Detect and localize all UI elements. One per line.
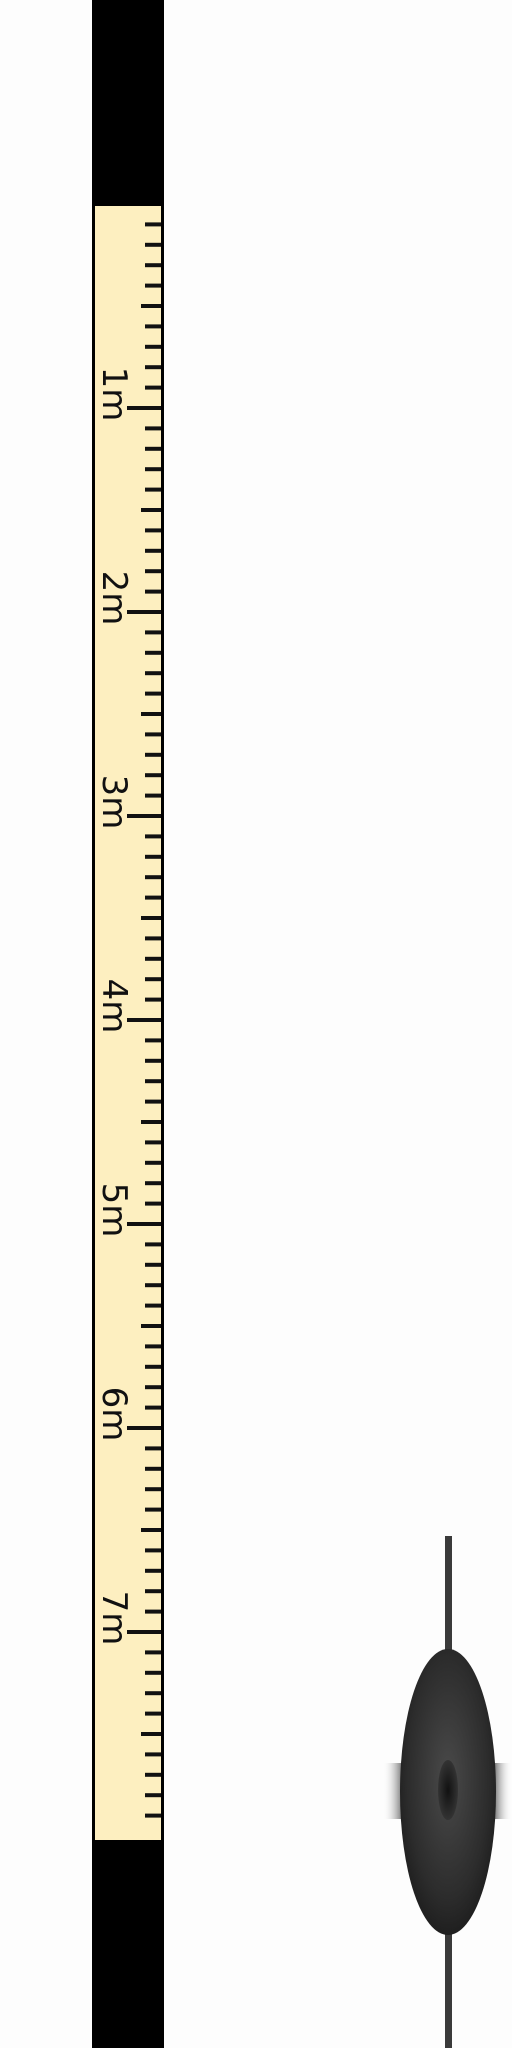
- minor-tick: [145, 854, 161, 859]
- minor-tick: [145, 426, 161, 431]
- minor-tick: [145, 956, 161, 961]
- minor-tick: [145, 1058, 161, 1063]
- minor-tick: [145, 324, 161, 329]
- minor-tick: [145, 1813, 161, 1818]
- ruler-label-3m: 3m: [94, 775, 134, 830]
- minor-tick: [145, 365, 161, 370]
- minor-tick: [145, 1691, 161, 1696]
- minor-tick: [145, 732, 161, 737]
- minor-tick: [145, 283, 161, 288]
- minor-tick: [145, 1487, 161, 1492]
- major-tick: [127, 610, 161, 614]
- minor-tick: [141, 1324, 161, 1328]
- minor-tick: [145, 1344, 161, 1349]
- spindle-marker-icon[interactable]: [383, 1536, 512, 2048]
- major-tick: [127, 1222, 161, 1226]
- minor-tick: [141, 712, 161, 716]
- minor-tick: [145, 589, 161, 594]
- minor-tick: [145, 569, 161, 574]
- minor-tick: [145, 1140, 161, 1145]
- major-tick: [127, 814, 161, 818]
- minor-tick: [145, 895, 161, 900]
- minor-tick: [145, 1201, 161, 1206]
- ruler-label-2m: 2m: [94, 571, 134, 626]
- minor-tick: [145, 793, 161, 798]
- minor-tick: [145, 222, 161, 227]
- minor-tick: [145, 548, 161, 553]
- minor-tick: [145, 1772, 161, 1777]
- minor-tick: [141, 916, 161, 920]
- ruler-labels: 1m 2m 3m 4m 5m 6m 7m: [94, 367, 134, 1646]
- major-tick: [127, 1018, 161, 1022]
- minor-tick: [141, 1732, 161, 1736]
- minor-tick: [145, 1589, 161, 1594]
- minor-tick: [145, 752, 161, 757]
- minor-tick: [145, 671, 161, 676]
- marker-hub: [438, 1760, 458, 1820]
- minor-tick: [145, 1303, 161, 1308]
- minor-tick: [141, 1120, 161, 1124]
- minor-tick: [145, 977, 161, 982]
- major-tick: [127, 406, 161, 410]
- minor-tick: [145, 1079, 161, 1084]
- minor-tick: [145, 1548, 161, 1553]
- minor-tick: [145, 1181, 161, 1186]
- minor-tick: [141, 1528, 161, 1532]
- minor-tick: [145, 1405, 161, 1410]
- ruler-label-1m: 1m: [94, 367, 134, 422]
- major-tick: [127, 1630, 161, 1634]
- minor-tick: [145, 773, 161, 778]
- minor-tick: [145, 528, 161, 533]
- minor-tick: [145, 487, 161, 492]
- major-tick: [127, 1426, 161, 1430]
- minor-tick: [141, 508, 161, 512]
- minor-tick: [145, 1283, 161, 1288]
- minor-tick: [145, 1670, 161, 1675]
- ruler-label-7m: 7m: [94, 1591, 134, 1646]
- minor-tick: [145, 1160, 161, 1165]
- minor-tick: [145, 1466, 161, 1471]
- minor-tick: [145, 1711, 161, 1716]
- minor-tick: [145, 1446, 161, 1451]
- minor-tick: [145, 1650, 161, 1655]
- minor-tick: [145, 263, 161, 268]
- minor-tick: [145, 1262, 161, 1267]
- minor-tick: [145, 1793, 161, 1798]
- minor-tick: [145, 691, 161, 696]
- minor-tick: [145, 1242, 161, 1247]
- minor-tick: [145, 650, 161, 655]
- minor-tick: [145, 446, 161, 451]
- minor-tick: [145, 997, 161, 1002]
- ruler-label-5m: 5m: [94, 1183, 134, 1238]
- minor-tick: [145, 1752, 161, 1757]
- minor-tick: [145, 630, 161, 635]
- minor-tick: [145, 1609, 161, 1614]
- minor-tick: [141, 304, 161, 308]
- minor-tick: [145, 1507, 161, 1512]
- minor-tick: [145, 1568, 161, 1573]
- minor-tick: [145, 1385, 161, 1390]
- minor-tick: [145, 936, 161, 941]
- minor-tick: [145, 242, 161, 247]
- minor-tick: [145, 344, 161, 349]
- ruler-label-6m: 6m: [94, 1387, 134, 1442]
- minor-tick: [145, 1038, 161, 1043]
- ruler-label-4m: 4m: [94, 979, 134, 1034]
- minor-tick: [145, 467, 161, 472]
- minor-tick: [145, 385, 161, 390]
- minor-tick: [145, 875, 161, 880]
- ruler-tape: [95, 206, 161, 1840]
- minor-tick: [145, 1099, 161, 1104]
- minor-tick: [145, 834, 161, 839]
- minor-tick: [145, 1364, 161, 1369]
- ruler-ticks: [127, 222, 161, 1818]
